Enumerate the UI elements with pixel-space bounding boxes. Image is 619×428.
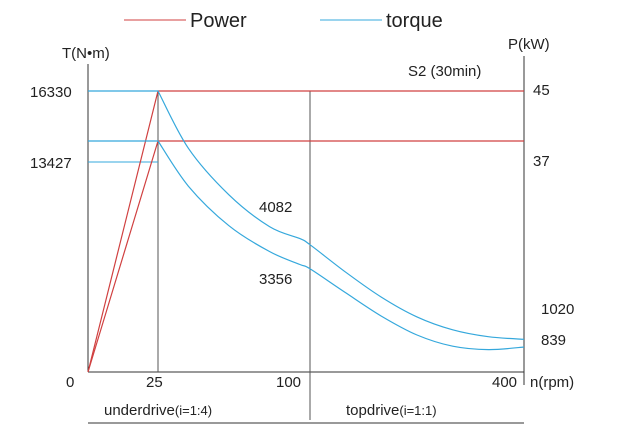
range-topdrive-label: topdrive(i=1:1): [346, 402, 437, 419]
x-tick-400: 400: [492, 374, 517, 391]
x-tick-100: 100: [276, 374, 301, 391]
x-axis-title: n(rpm): [530, 374, 574, 391]
legend-power-label: Power: [190, 10, 247, 32]
range-topdrive-name: topdrive: [346, 402, 399, 419]
point-label-839: 839: [541, 332, 566, 349]
range-topdrive: topdrive(i=1:1): [310, 402, 524, 424]
power-line-37kw: [87, 140, 524, 373]
range-topdrive-ratio: (i=1:1): [399, 403, 436, 418]
legend-torque-label: torque: [386, 10, 443, 32]
range-underdrive-ratio: (i=1:4): [175, 403, 212, 418]
range-underdrive-label: underdrive(i=1:4): [104, 402, 212, 419]
x-tick-25: 25: [146, 374, 163, 391]
range-underdrive-name: underdrive: [104, 402, 175, 419]
point-label-4082: 4082: [259, 199, 292, 216]
y-left-tick-16330: 16330: [30, 84, 72, 101]
y-left-axis-title: T(N•m): [62, 45, 110, 62]
power-line-45kw: [87, 90, 524, 373]
duty-label: S2 (30min): [408, 63, 481, 80]
y-right-tick-45: 45: [533, 82, 550, 99]
y-right-axis-title: P(kW): [508, 36, 550, 53]
y-left-tick-13427: 13427: [30, 155, 72, 172]
legend: Power torque: [124, 10, 443, 32]
point-label-3356: 3356: [259, 271, 292, 288]
x-tick-0: 0: [66, 374, 74, 391]
range-underdrive: underdrive(i=1:4): [88, 402, 310, 424]
torque-curve-upper: [88, 90, 525, 340]
torque-curve-lower: [88, 140, 525, 351]
point-label-1020: 1020: [541, 301, 574, 318]
y-right-tick-37: 37: [533, 153, 550, 170]
